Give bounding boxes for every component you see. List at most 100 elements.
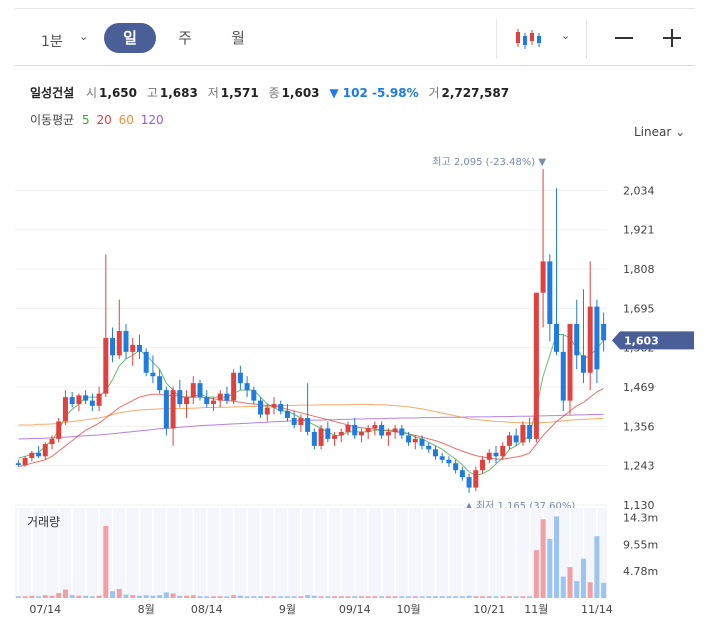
- candle-body: [36, 452, 42, 457]
- candle: [439, 452, 445, 464]
- candle: [358, 428, 364, 443]
- ma120-line: [18, 413, 604, 440]
- volume-bar: [244, 596, 250, 598]
- candle-body: [291, 417, 297, 425]
- high-marker-label: 최고 2,095 (-23.48%) ▼: [432, 156, 546, 168]
- ma-20[interactable]: 20: [96, 113, 112, 127]
- candle-body: [62, 397, 68, 422]
- candle-body: [493, 452, 499, 457]
- candle-body: [426, 445, 432, 450]
- volume-bar: [29, 595, 35, 598]
- volume-bar: [56, 592, 62, 598]
- volume-bar: [184, 595, 190, 598]
- candle-body: [311, 431, 317, 446]
- volume-bar: [533, 550, 539, 598]
- volume-bar: [150, 595, 156, 598]
- volume-bar: [345, 596, 351, 598]
- candle-body: [459, 470, 465, 478]
- candle-body: [527, 424, 533, 439]
- volume-bar: [459, 596, 465, 598]
- candle: [258, 397, 264, 418]
- candlestick-icon[interactable]: [515, 27, 543, 51]
- ma-5[interactable]: 5: [82, 113, 90, 127]
- volume-bar: [473, 596, 479, 598]
- ma-60[interactable]: 60: [118, 113, 134, 127]
- candle: [587, 261, 593, 391]
- candle-body: [157, 376, 163, 391]
- candle-body: [432, 449, 438, 457]
- candle: [271, 397, 277, 415]
- candle-body: [217, 393, 223, 401]
- chart-type-chevron-icon[interactable]: ⌄: [561, 29, 571, 42]
- candle: [190, 376, 196, 405]
- candle: [36, 445, 42, 459]
- candle-body: [163, 390, 169, 429]
- candle: [143, 348, 149, 377]
- chevron-down-icon[interactable]: ⌄: [79, 30, 89, 43]
- candle-body: [204, 397, 210, 405]
- candle: [459, 466, 465, 481]
- candle-body: [150, 372, 156, 377]
- low-value: 1,571: [220, 86, 259, 100]
- candle: [426, 442, 432, 453]
- candle: [116, 299, 122, 359]
- candle: [130, 337, 136, 366]
- volume-bar: [513, 596, 519, 598]
- candle: [399, 424, 405, 439]
- candle-body: [83, 395, 89, 401]
- tab-day[interactable]: 일: [104, 23, 156, 53]
- volume-bar: [506, 596, 512, 598]
- volume-bar: [500, 596, 506, 598]
- volume-bar: [231, 595, 237, 598]
- candle: [432, 445, 438, 460]
- volume-bar: [527, 596, 533, 598]
- candle: [89, 393, 95, 412]
- zoom-in-icon[interactable]: [663, 29, 681, 47]
- toolbar-divider: [496, 19, 497, 59]
- candle-body: [136, 344, 142, 352]
- tab-month[interactable]: 월: [231, 29, 245, 47]
- candle: [533, 292, 539, 443]
- ma-120[interactable]: 120: [140, 113, 164, 127]
- candle-body: [385, 431, 391, 436]
- y-tick-label: 1,243: [623, 460, 655, 473]
- candle: [264, 404, 270, 422]
- volume-bar: [594, 536, 600, 598]
- volume-bar: [601, 582, 607, 598]
- open-value: 1,650: [99, 86, 138, 100]
- volume-bar: [372, 596, 378, 598]
- volume-bar: [291, 596, 297, 598]
- candle-body: [365, 428, 371, 432]
- candle-body: [284, 411, 290, 418]
- candle: [547, 254, 553, 342]
- candle-body: [110, 337, 116, 356]
- candle-body: [345, 424, 351, 432]
- ma20-line: [18, 387, 604, 468]
- volume-label: 거: [428, 86, 440, 100]
- candle-body: [352, 424, 358, 436]
- volume-bar: [42, 595, 48, 598]
- candle: [580, 289, 586, 384]
- ma5-line: [18, 334, 604, 476]
- candle: [560, 334, 566, 412]
- x-tick-label: 11/14: [581, 603, 613, 616]
- volume-bar: [358, 596, 364, 598]
- volume-tick-label: 4.78m: [623, 565, 658, 578]
- candle-body: [574, 324, 580, 356]
- candle: [123, 324, 129, 359]
- scale-select[interactable]: Linear ⌄: [634, 125, 685, 139]
- interval-select[interactable]: 1분: [41, 34, 63, 50]
- volume-bar: [22, 596, 28, 598]
- tab-week[interactable]: 주: [178, 29, 192, 47]
- zoom-out-icon[interactable]: [615, 37, 633, 39]
- volume-bar: [554, 516, 560, 598]
- candle: [466, 473, 472, 493]
- candle: [150, 355, 156, 384]
- candle: [96, 386, 102, 412]
- candle-body: [103, 337, 109, 394]
- volume-bar: [318, 596, 324, 598]
- candle-body: [594, 306, 600, 370]
- candle: [520, 421, 526, 446]
- candle-body: [358, 431, 364, 436]
